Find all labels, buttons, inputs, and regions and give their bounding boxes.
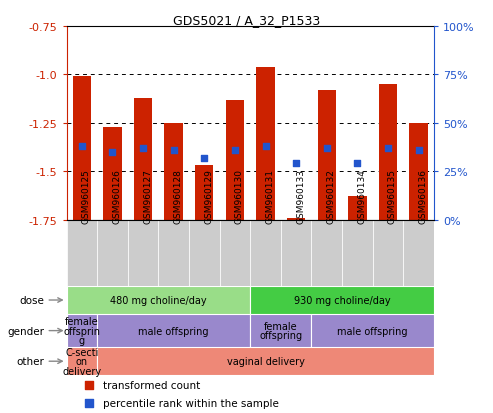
- Text: male offspring: male offspring: [139, 326, 209, 336]
- Bar: [189, 220, 219, 286]
- Bar: [342, 220, 373, 286]
- Text: dose: dose: [20, 295, 44, 305]
- Bar: [250, 314, 312, 347]
- Text: GSM960134: GSM960134: [357, 169, 366, 223]
- Bar: [104, 127, 122, 220]
- Bar: [312, 314, 434, 347]
- Text: female
offspring: female offspring: [259, 321, 302, 341]
- Bar: [165, 123, 183, 220]
- Bar: [219, 220, 250, 286]
- Point: [384, 145, 392, 152]
- Text: gender: gender: [7, 326, 44, 336]
- Point: [262, 143, 270, 150]
- Bar: [312, 220, 342, 286]
- Bar: [195, 166, 213, 220]
- Text: C-secti
on
delivery: C-secti on delivery: [62, 347, 102, 376]
- Bar: [348, 197, 366, 220]
- Bar: [67, 220, 97, 286]
- Bar: [250, 220, 281, 286]
- Point: [323, 145, 331, 152]
- Bar: [403, 220, 434, 286]
- Bar: [72, 77, 91, 220]
- Text: female
offsprin
g: female offsprin g: [64, 316, 101, 345]
- Point: [139, 145, 147, 152]
- Bar: [409, 123, 428, 220]
- Point: [353, 161, 361, 167]
- Bar: [158, 220, 189, 286]
- Text: 480 mg choline/day: 480 mg choline/day: [110, 295, 207, 305]
- Bar: [256, 67, 275, 220]
- Text: GSM960135: GSM960135: [388, 169, 397, 223]
- Text: GSM960131: GSM960131: [266, 169, 275, 223]
- Point: [200, 155, 208, 161]
- Bar: [67, 286, 250, 314]
- Bar: [67, 347, 97, 375]
- Text: GDS5021 / A_32_P1533: GDS5021 / A_32_P1533: [173, 14, 320, 27]
- Bar: [134, 98, 152, 220]
- Text: male offspring: male offspring: [337, 326, 408, 336]
- Text: GSM960126: GSM960126: [112, 169, 121, 223]
- Point: [170, 147, 177, 154]
- Text: GSM960128: GSM960128: [174, 169, 183, 223]
- Bar: [317, 90, 336, 220]
- Text: GSM960130: GSM960130: [235, 169, 244, 223]
- Point: [292, 161, 300, 167]
- Point: [78, 143, 86, 150]
- Point: [85, 382, 93, 389]
- Point: [85, 400, 93, 406]
- Text: transformed count: transformed count: [104, 380, 201, 390]
- Bar: [281, 220, 312, 286]
- Bar: [250, 286, 434, 314]
- Point: [108, 149, 116, 156]
- Bar: [226, 100, 244, 220]
- Text: GSM960136: GSM960136: [419, 169, 427, 223]
- Bar: [97, 220, 128, 286]
- Bar: [287, 218, 305, 220]
- Text: GSM960125: GSM960125: [82, 169, 91, 223]
- Text: percentile rank within the sample: percentile rank within the sample: [104, 398, 279, 408]
- Bar: [373, 220, 403, 286]
- Bar: [97, 314, 250, 347]
- Text: GSM960127: GSM960127: [143, 169, 152, 223]
- Text: GSM960132: GSM960132: [327, 169, 336, 223]
- Point: [231, 147, 239, 154]
- Text: GSM960129: GSM960129: [204, 169, 213, 223]
- Text: other: other: [17, 356, 44, 366]
- Bar: [379, 85, 397, 220]
- Bar: [67, 314, 97, 347]
- Point: [415, 147, 423, 154]
- Text: 930 mg choline/day: 930 mg choline/day: [294, 295, 390, 305]
- Bar: [128, 220, 158, 286]
- Text: GSM960133: GSM960133: [296, 169, 305, 223]
- Text: vaginal delivery: vaginal delivery: [227, 356, 305, 366]
